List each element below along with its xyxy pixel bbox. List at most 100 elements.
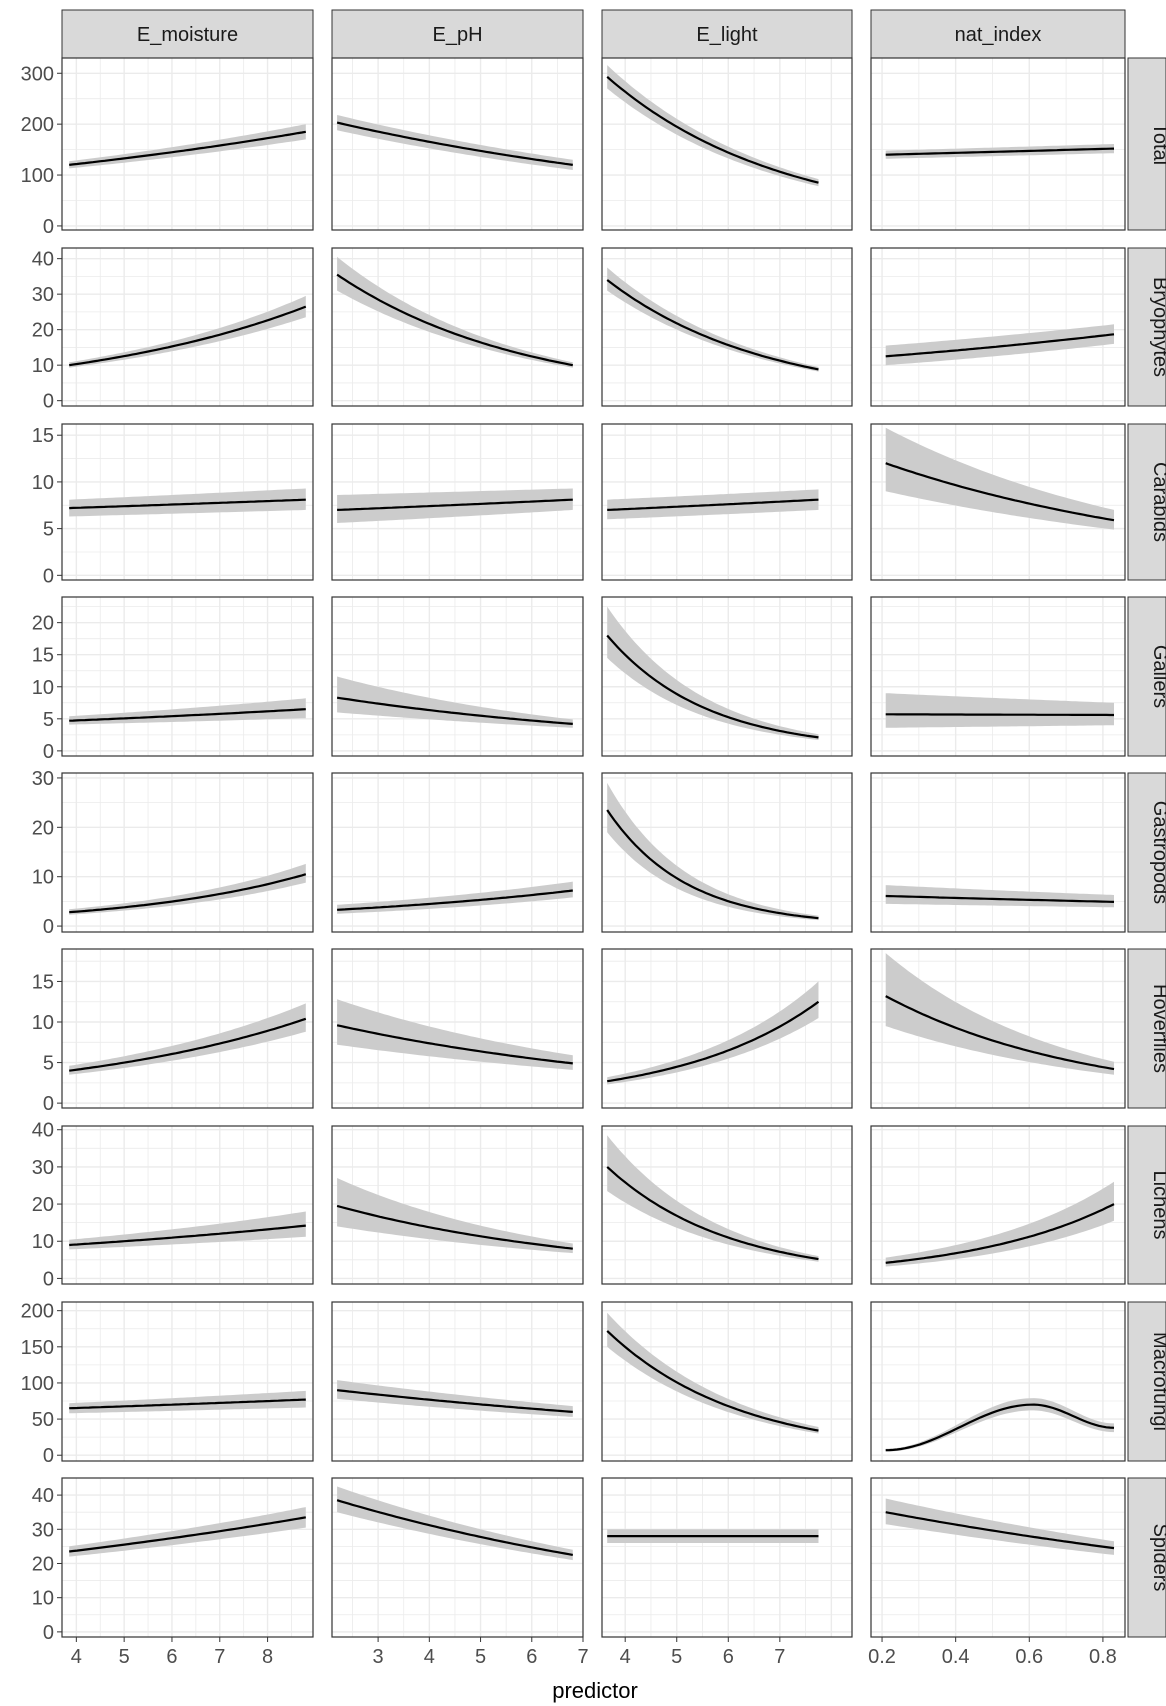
panel-Bryophytes-nat_index (870, 247, 1126, 407)
y-tick-label: 10 (32, 1012, 54, 1034)
fit-line (885, 713, 1114, 717)
panel-background (62, 773, 313, 932)
y-tick-label: 5 (43, 1053, 54, 1075)
panel-grid (62, 248, 313, 406)
panel-frame (331, 247, 584, 407)
x-axis-title: predictor (552, 1678, 638, 1703)
confidence-ribbon (885, 693, 1114, 728)
confidence-ribbon (337, 256, 573, 368)
confidence-ribbon (337, 1178, 573, 1254)
panel-Lichens-E_moisture (61, 1125, 314, 1285)
panel-grid (62, 773, 313, 932)
panel-Total-E_pH (331, 57, 584, 231)
x-tick-label: 4 (620, 1646, 631, 1668)
x-tick-label: 0.8 (1089, 1646, 1117, 1668)
confidence-ribbon (607, 1135, 819, 1262)
panel-grid (602, 773, 852, 932)
panel-Lichens-E_light (601, 1125, 853, 1285)
y-axis-Total: 0 100 200 300 (21, 63, 62, 238)
fit-line (336, 1499, 573, 1556)
row-strip-Macrofungi: Macrofungi (1127, 1301, 1166, 1462)
y-tick-label: 10 (32, 1588, 54, 1610)
fit-line (606, 279, 819, 371)
panel-Hoverflies-nat_index (870, 948, 1126, 1109)
x-tick-label: 5 (119, 1646, 130, 1668)
fit-line (885, 147, 1115, 156)
column-strip-nat_index: nat_index (870, 9, 1126, 59)
column-strip-bg (331, 9, 584, 59)
y-tick-label: 10 (32, 1231, 54, 1253)
panel-Gallers-E_pH (331, 596, 584, 757)
fit-line (606, 75, 819, 184)
column-strip-bg (61, 9, 314, 59)
y-tick-label: 0 (43, 1268, 54, 1290)
panel-Gastropods-E_pH (331, 772, 584, 933)
fit-line (606, 1166, 819, 1261)
fit-line (69, 130, 306, 166)
y-tick-label: 300 (21, 63, 54, 85)
row-strip-bg (1127, 1125, 1166, 1285)
panel-frame (61, 1125, 314, 1285)
y-axis-Spiders: 0 10 20 30 40 (32, 1485, 62, 1644)
panel-grid (602, 248, 852, 406)
x-tick-label: 3 (373, 1646, 384, 1668)
panel-frame (870, 1477, 1126, 1638)
panel-grid (332, 597, 583, 756)
x-tick-label: 0.2 (868, 1646, 896, 1668)
panel-frame (870, 423, 1126, 581)
y-axis-Gastropods: 0 10 20 30 (32, 768, 62, 938)
panel-Total-E_moisture (61, 57, 314, 231)
column-strip-label: nat_index (955, 24, 1042, 46)
panel-grid (871, 1302, 1125, 1461)
y-tick-label: 30 (32, 768, 54, 790)
row-strip-bg (1127, 423, 1166, 581)
y-tick-label: 100 (21, 1373, 54, 1395)
fit-line (885, 1511, 1115, 1550)
y-tick-label: 15 (32, 425, 54, 447)
panel-Hoverflies-E_light (601, 948, 853, 1109)
y-tick-label: 100 (21, 165, 54, 187)
column-strip-E_pH: E_pH (331, 9, 584, 59)
row-strip-label: Spiders (1149, 1524, 1166, 1592)
fit-line (606, 1330, 819, 1432)
x-tick-label: 6 (526, 1646, 537, 1668)
panel-background (62, 597, 313, 756)
panel-Spiders-E_pH (331, 1477, 584, 1638)
fit-line (607, 498, 819, 511)
row-strip-label: Bryophytes (1149, 277, 1166, 377)
y-tick-label: 0 (43, 1093, 54, 1115)
y-tick-label: 20 (32, 1553, 54, 1575)
x-tick-label: 8 (262, 1646, 273, 1668)
panel-background (602, 1478, 852, 1637)
column-strip-bg (870, 9, 1126, 59)
panel-frame (870, 1301, 1126, 1462)
panel-frame (870, 247, 1126, 407)
row-strip-label: Lichens (1149, 1171, 1166, 1240)
confidence-ribbon (337, 999, 573, 1070)
panel-Macrofungi-E_moisture (61, 1301, 314, 1462)
y-tick-label: 200 (21, 114, 54, 136)
y-tick-label: 5 (43, 709, 54, 731)
fit-line (885, 1203, 1115, 1264)
y-tick-label: 0 (43, 741, 54, 763)
fit-line (885, 462, 1115, 522)
row-strip-Lichens: Lichens (1127, 1125, 1166, 1285)
y-axis-Bryophytes: 0 10 20 30 40 (32, 249, 62, 413)
panel-frame (331, 596, 584, 757)
panel-background (602, 949, 852, 1108)
panel-Gastropods-nat_index (870, 772, 1126, 933)
confidence-ribbon (607, 782, 819, 921)
y-tick-label: 20 (32, 817, 54, 839)
y-tick-label: 0 (43, 565, 54, 587)
panel-background (871, 773, 1125, 932)
panel-Gallers-E_moisture (61, 596, 314, 757)
panel-frame (601, 423, 853, 581)
panel-Bryophytes-E_light (601, 247, 853, 407)
fit-line (885, 894, 1115, 903)
fit-line (606, 634, 819, 739)
panel-Spiders-E_light (601, 1477, 853, 1638)
panel-frame (331, 1301, 584, 1462)
y-tick-label: 0 (43, 391, 54, 413)
panel-frame (870, 948, 1126, 1109)
confidence-ribbon (69, 1003, 306, 1075)
